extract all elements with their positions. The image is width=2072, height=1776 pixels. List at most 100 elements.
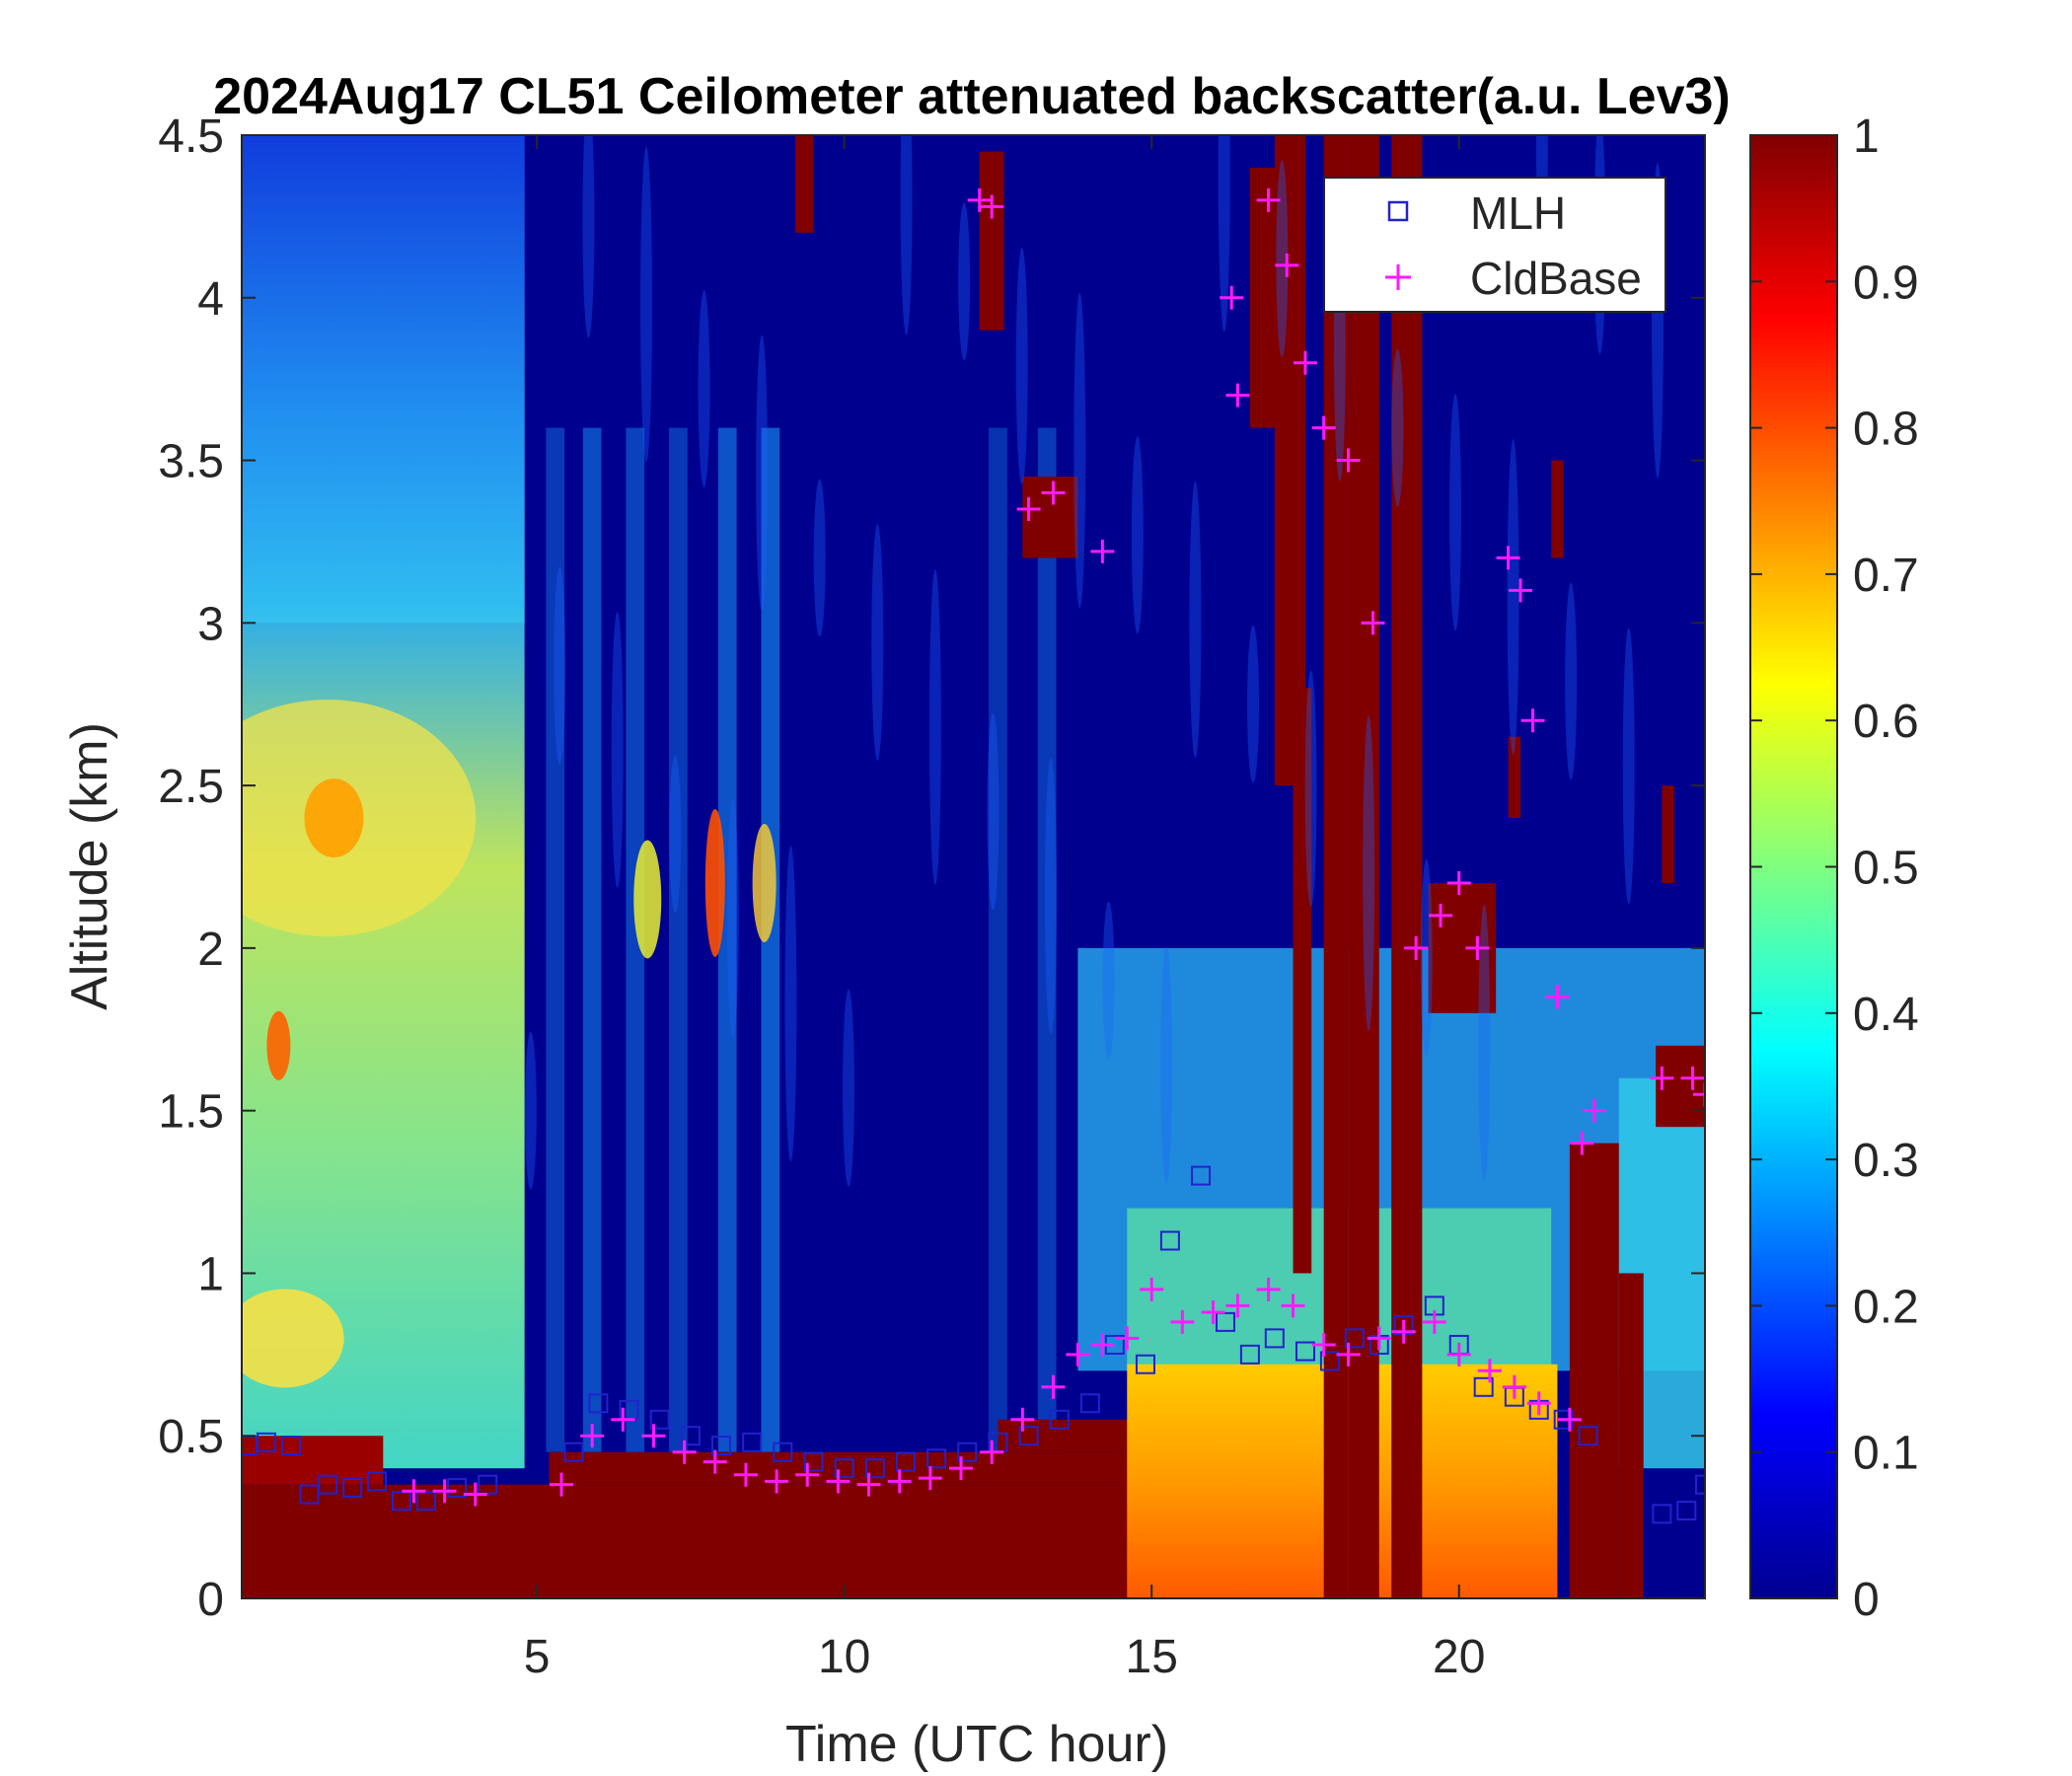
mlh-marker — [1135, 1354, 1155, 1374]
heatmap-streak — [928, 568, 941, 885]
cldbase-marker — [1336, 1342, 1361, 1367]
heatmap-streak — [871, 524, 884, 762]
heatmap-streak — [640, 146, 653, 463]
colorbar-tick-label: 0.8 — [1853, 404, 1919, 456]
mlh-marker — [1578, 1426, 1598, 1446]
heatmap-mid-blob — [704, 808, 725, 957]
heatmap-streak — [1160, 946, 1173, 1184]
heatmap-mid-blob — [633, 840, 662, 959]
colorbar-tick-label: 0.5 — [1853, 843, 1919, 895]
mlh-marker — [680, 1426, 701, 1446]
heatmap-boundary-top — [242, 1436, 384, 1485]
marker-layer — [242, 187, 1705, 1524]
heatmap-streak — [1102, 901, 1115, 1060]
cldbase-marker — [1256, 187, 1281, 212]
cldbase-marker — [1404, 935, 1429, 960]
y-tick-label: 1 — [197, 1248, 224, 1300]
heatmap-cloud — [1391, 135, 1423, 1598]
heatmap-streak — [524, 1031, 537, 1190]
heatmap-streak — [554, 566, 566, 765]
heatmap-streak — [1131, 436, 1144, 634]
cldbase-marker — [1256, 1277, 1281, 1301]
heatmap-streak — [784, 845, 797, 1161]
y-tick-label: 4 — [197, 273, 224, 326]
mlh-marker — [1018, 1426, 1039, 1446]
cldbase-marker — [1066, 1342, 1090, 1367]
mlh-marker — [367, 1471, 388, 1492]
heatmap-cloud — [1293, 688, 1312, 1274]
cldbase-marker — [1520, 708, 1545, 733]
heatmap-streak — [813, 479, 826, 637]
mlh-marker — [392, 1491, 412, 1512]
mlh-marker — [1191, 1165, 1212, 1186]
cldbase-marker — [1010, 1407, 1035, 1432]
mlh-marker — [1319, 1351, 1340, 1371]
cldbase-marker — [1311, 415, 1336, 440]
heatmap-streak — [582, 135, 595, 338]
colorbar-tick-label: 0.9 — [1853, 257, 1919, 309]
mlh-marker — [803, 1451, 824, 1472]
mlh-marker — [1264, 1328, 1285, 1349]
heatmap-cloud — [1662, 785, 1674, 883]
cldbase-marker — [765, 1469, 789, 1494]
cldbase-marker — [1526, 1391, 1551, 1416]
cldbase-marker — [795, 1462, 820, 1487]
x-tick-label: 10 — [818, 1631, 870, 1683]
y-axis-label: Altitude (km) — [61, 722, 118, 1010]
mlh-marker — [1652, 1504, 1672, 1524]
heatmap-streak — [1276, 160, 1289, 358]
mlh-marker — [318, 1474, 338, 1495]
cldbase-marker — [856, 1472, 881, 1497]
mlh-marker — [256, 1432, 276, 1452]
mlh-marker — [342, 1477, 363, 1498]
heatmap-column — [626, 427, 645, 1452]
mlh-marker — [1473, 1376, 1494, 1397]
heatmap-streak — [1189, 481, 1202, 759]
heatmap-early-upper — [242, 135, 525, 624]
heatmap-column — [669, 427, 688, 1452]
heatmap-streak — [1507, 438, 1519, 755]
colorbar-tick-label: 1 — [1853, 111, 1880, 163]
heatmap-cloud — [1508, 736, 1521, 819]
mlh-marker — [773, 1442, 793, 1462]
heatmap-cloud — [794, 135, 814, 233]
cldbase-marker — [980, 1440, 1004, 1464]
heatmap-streak — [1045, 758, 1058, 1035]
cldbase-marker — [1225, 1294, 1250, 1318]
cldbase-marker — [1557, 1407, 1582, 1432]
x-axis: 5 10 15 20 — [524, 135, 1485, 1683]
legend-cldbase-label: CldBase — [1470, 253, 1642, 304]
cldbase-marker — [1570, 1131, 1594, 1155]
y-tick-label: 0.5 — [158, 1411, 224, 1463]
cldbase-marker — [1422, 1309, 1446, 1334]
cldbase-marker — [1446, 870, 1471, 895]
cldbase-marker — [1582, 1098, 1606, 1123]
heatmap-early-orange — [304, 778, 364, 858]
heatmap-streak — [1363, 715, 1375, 1032]
heatmap-streak — [1304, 670, 1317, 908]
heatmap-streak — [958, 202, 971, 361]
colorbar-tick-label: 0.2 — [1853, 1281, 1919, 1333]
cldbase-marker — [967, 187, 992, 212]
heatmap-streak — [900, 135, 913, 335]
colorbar-tick-label: 0.1 — [1853, 1428, 1919, 1480]
heatmap-boundary-layer — [242, 1484, 1140, 1598]
y-tick-label: 2 — [197, 924, 224, 976]
cldbase-marker — [1115, 1326, 1140, 1351]
cldbase-marker — [918, 1466, 942, 1491]
x-tick-label: 5 — [524, 1631, 551, 1683]
heatmap-streak — [1247, 625, 1260, 783]
heatmap-boundary-rise — [549, 1451, 1140, 1485]
mlh-marker — [711, 1436, 732, 1456]
x-axis-label: Time (UTC hour) — [785, 1716, 1168, 1773]
heatmap-streak — [726, 800, 739, 1038]
cldbase-marker — [463, 1482, 487, 1507]
colorbar-tick-label: 0.7 — [1853, 550, 1919, 602]
heatmap-streak — [1420, 858, 1433, 1057]
y-tick-label: 3 — [197, 598, 224, 650]
heatmap-column — [582, 427, 602, 1452]
cldbase-marker — [611, 1407, 635, 1432]
cldbase-marker — [1225, 383, 1250, 407]
cldbase-marker — [672, 1440, 697, 1464]
cldbase-marker — [1275, 253, 1299, 277]
